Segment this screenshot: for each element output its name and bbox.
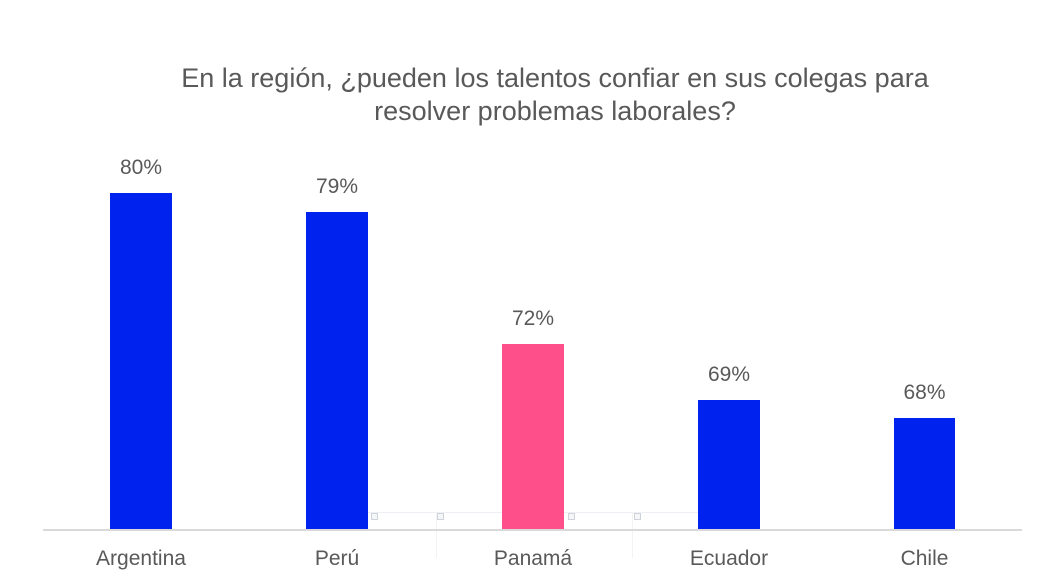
category-label-argentina: Argentina (96, 547, 186, 570)
broken-image-icon (568, 513, 575, 520)
value-label-chile: 68% (903, 381, 946, 404)
category-label-ecuador: Ecuador (689, 547, 769, 570)
category-label-panama: Panamá (493, 547, 573, 570)
artifact-vline (436, 512, 437, 558)
chart-title: En la región, ¿pueden los talentos confi… (100, 62, 1010, 128)
value-label-panama: 72% (511, 307, 555, 330)
artifact-vline (632, 512, 633, 558)
bar-ecuador (698, 400, 760, 530)
value-label-peru: 79% (315, 175, 359, 198)
bar-argentina (110, 193, 172, 530)
bar-peru (306, 212, 368, 530)
broken-image-icon (437, 513, 444, 520)
category-label-chile: Chile (900, 547, 949, 570)
bar-panama (502, 344, 564, 530)
x-axis-baseline (43, 529, 1022, 531)
bar-chile (894, 418, 955, 530)
value-label-argentina: 80% (119, 156, 163, 179)
broken-image-icon (371, 513, 378, 520)
category-label-peru: Perú (314, 547, 360, 570)
chart-title-line-1: En la región, ¿pueden los talentos confi… (181, 63, 929, 93)
chart-title-line-2: resolver problemas laborales? (374, 96, 736, 126)
broken-image-icon (634, 513, 641, 520)
value-label-ecuador: 69% (707, 363, 751, 386)
